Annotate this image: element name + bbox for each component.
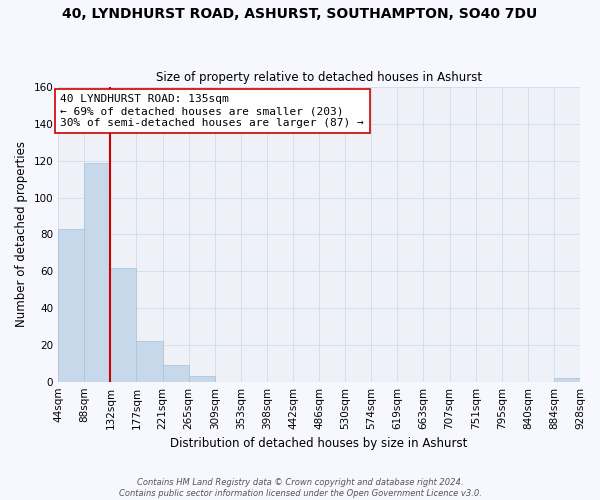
Text: Contains HM Land Registry data © Crown copyright and database right 2024.
Contai: Contains HM Land Registry data © Crown c…	[119, 478, 481, 498]
Text: 40 LYNDHURST ROAD: 135sqm
← 69% of detached houses are smaller (203)
30% of semi: 40 LYNDHURST ROAD: 135sqm ← 69% of detac…	[60, 94, 364, 128]
Bar	[136, 341, 163, 382]
X-axis label: Distribution of detached houses by size in Ashurst: Distribution of detached houses by size …	[170, 437, 468, 450]
Bar	[554, 378, 580, 382]
Bar	[58, 229, 84, 382]
Y-axis label: Number of detached properties: Number of detached properties	[15, 142, 28, 328]
Bar	[163, 365, 188, 382]
Bar	[110, 268, 136, 382]
Bar	[188, 376, 215, 382]
Title: Size of property relative to detached houses in Ashurst: Size of property relative to detached ho…	[156, 72, 482, 85]
Bar	[84, 162, 110, 382]
Text: 40, LYNDHURST ROAD, ASHURST, SOUTHAMPTON, SO40 7DU: 40, LYNDHURST ROAD, ASHURST, SOUTHAMPTON…	[62, 8, 538, 22]
